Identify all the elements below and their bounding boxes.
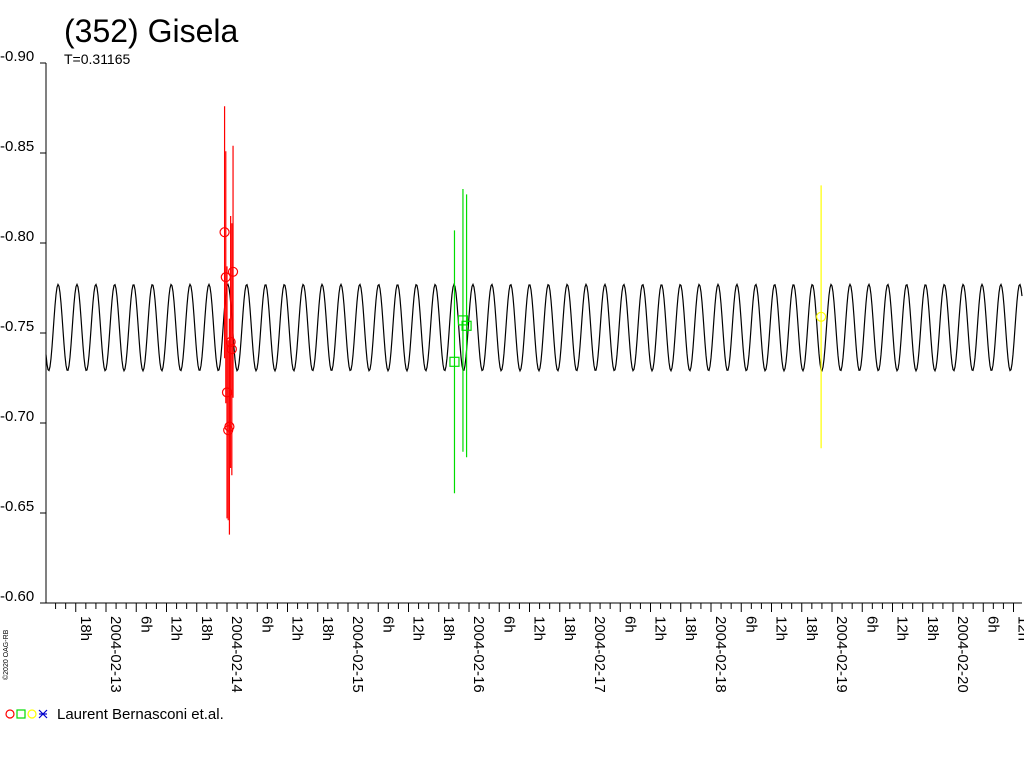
- x-tick-label: 2004-02-13: [107, 616, 124, 693]
- legend: Laurent Bernasconi et.al.: [5, 706, 224, 723]
- x-ticks: 18h 2004-02-13 6h 12h 18h 2004-02-14 6h 12h 18h 2…: [55, 603, 1024, 693]
- x-tick-label: 18h: [682, 616, 699, 641]
- legend-label: Laurent Bernasconi et.al.: [57, 706, 224, 723]
- y-tick-label: -0.60: [0, 588, 34, 605]
- x-tick-label: 6h: [258, 616, 275, 633]
- x-tick-label: 2004-02-16: [470, 616, 487, 693]
- x-tick-label: 6h: [863, 616, 880, 633]
- chart-title: (352) Gisela: [64, 13, 239, 49]
- x-tick-label: 18h: [77, 616, 94, 641]
- x-tick-label: 2004-02-18: [712, 616, 729, 693]
- x-tick-label: 12h: [410, 616, 427, 641]
- legend-markers: [5, 709, 48, 719]
- x-tick-label: 12h: [168, 616, 185, 641]
- series-1: [449, 189, 472, 494]
- legend-marker: [16, 709, 26, 719]
- legend-marker: [27, 709, 37, 719]
- series-0: [219, 106, 239, 535]
- x-tick-label: 6h: [742, 616, 759, 633]
- data-point: [457, 315, 469, 326]
- x-tick-label: 12h: [289, 616, 306, 641]
- x-tick-label: 6h: [137, 616, 154, 633]
- legend-marker: [38, 709, 48, 719]
- data-point: [225, 336, 236, 348]
- x-tick-label: 18h: [198, 616, 215, 641]
- x-tick-label: 2004-02-19: [833, 616, 850, 693]
- y-tick-label: -0.85: [0, 138, 34, 155]
- data-point: [224, 421, 235, 432]
- data-point: [226, 344, 237, 355]
- x-tick-label: 6h: [500, 616, 517, 633]
- x-tick-label: 6h: [379, 616, 396, 633]
- model-curve-line: [45, 282, 1023, 373]
- x-tick-label: 18h: [440, 616, 457, 641]
- x-tick-label: 12h: [1015, 616, 1024, 641]
- x-tick-label: 12h: [894, 616, 911, 641]
- x-tick-label: 18h: [561, 616, 578, 641]
- y-tick-label: -0.70: [0, 408, 34, 425]
- y-ticks: -0.90 -0.85 -0.80 -0.75 -0.70 -0.65 -0.60: [0, 48, 46, 605]
- x-tick-label: 6h: [621, 616, 638, 633]
- y-tick-label: -0.80: [0, 228, 34, 245]
- x-tick-label: 12h: [652, 616, 669, 641]
- x-tick-label: 18h: [924, 616, 941, 641]
- legend-marker: [5, 709, 15, 719]
- period-label: T=0.31165: [64, 51, 131, 67]
- model-curve: [45, 282, 1023, 373]
- data-point: [227, 266, 239, 277]
- x-tick-label: 12h: [531, 616, 548, 641]
- x-tick-label: 6h: [984, 616, 1001, 633]
- x-tick-label: 2004-02-15: [349, 616, 366, 693]
- y-tick-label: -0.90: [0, 48, 34, 65]
- data-point: [219, 227, 230, 238]
- x-tick-label: 18h: [803, 616, 820, 641]
- x-tick-label: 2004-02-20: [954, 616, 971, 693]
- data-point: [816, 311, 827, 322]
- y-tick-label: -0.75: [0, 318, 34, 335]
- data-point: [449, 356, 460, 367]
- y-tick-label: -0.65: [0, 498, 34, 515]
- x-tick-label: 2004-02-14: [228, 616, 245, 693]
- data-points: [219, 106, 827, 535]
- x-tick-label: 18h: [319, 616, 336, 641]
- data-point: [461, 320, 472, 331]
- copyright-label: ©2020 OAG-RB: [2, 629, 10, 680]
- series-2: [816, 185, 827, 449]
- x-tick-label: 12h: [773, 616, 790, 641]
- x-tick-label: 2004-02-17: [591, 616, 608, 693]
